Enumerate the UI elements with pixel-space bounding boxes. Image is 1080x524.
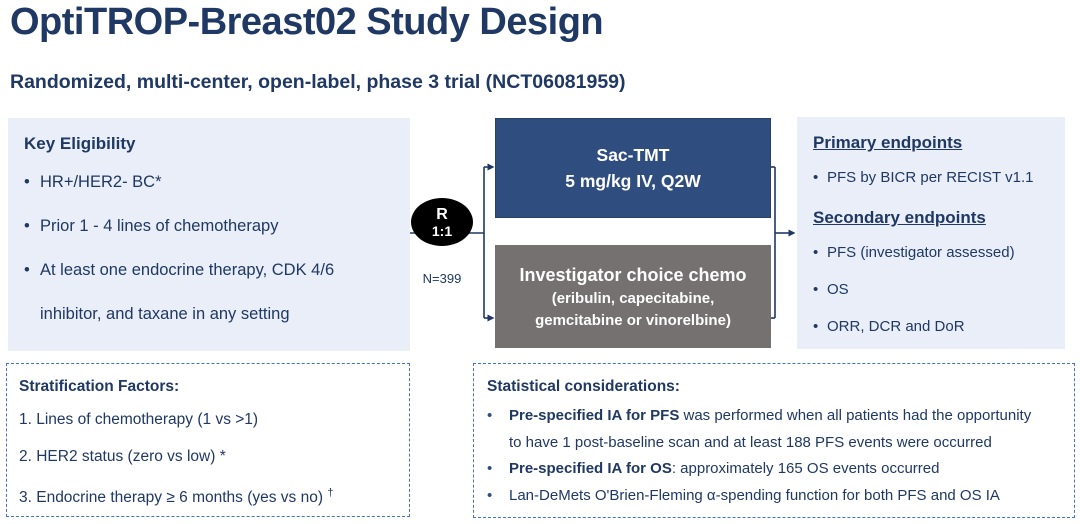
stratification-item-text: 1. Lines of chemotherapy (1 vs >1) — [19, 411, 259, 428]
bullet-glyph: • — [813, 169, 819, 186]
statistics-item-bold: Pre-specified IA for PFS — [509, 407, 680, 424]
eligibility-item-text: HR+/HER2- BC* — [40, 173, 162, 191]
arm-investigator-chemo: Investigator choice chemo (eribulin, cap… — [495, 245, 771, 348]
secondary-endpoints-list: • PFS (investigator assessed) • OS • ORR… — [813, 234, 1049, 345]
stratification-item-text: 2. HER2 status (zero vs low) * — [19, 448, 226, 465]
sac-tmt-name: Sac-TMT — [596, 145, 670, 165]
randomization-ratio: 1:1 — [431, 222, 453, 239]
endpoints-panel: Primary endpoints • PFS by BICR per RECI… — [797, 117, 1065, 349]
chemo-options-line2: gemcitabine or vinorelbine) — [535, 311, 731, 329]
randomization-r: R — [436, 205, 448, 223]
bullet-glyph: • — [813, 281, 819, 298]
stratification-item: 3. Endocrine therapy ≥ 6 months (yes vs … — [19, 475, 397, 516]
endpoint-item: • ORR, DCR and DoR — [813, 308, 1049, 345]
bullet-glyph: • — [24, 217, 30, 235]
page-subtitle: Randomized, multi-center, open-label, ph… — [10, 71, 626, 93]
statistics-item: • Lan-DeMets O'Brien-Fleming α-spending … — [487, 483, 1061, 510]
stratification-item-text: 3. Endocrine therapy ≥ 6 months (yes vs … — [19, 489, 324, 507]
statistics-item-text: Pre-specified IA for PFS was performed w… — [509, 403, 1031, 456]
stratification-heading: Stratification Factors: — [19, 378, 180, 395]
stratification-list: 1. Lines of chemotherapy (1 vs >1) 2. HE… — [19, 401, 397, 516]
bullet-glyph: • — [24, 261, 30, 279]
sac-tmt-dose: 5 mg/kg IV, Q2W — [565, 171, 701, 191]
arm-sac-tmt: Sac-TMT 5 mg/kg IV, Q2W — [495, 118, 771, 218]
secondary-endpoints-heading: Secondary endpoints — [813, 208, 986, 227]
bullet-glyph: • — [24, 173, 30, 191]
key-eligibility-panel: Key Eligibility • HR+/HER2- BC* • Prior … — [8, 118, 410, 351]
randomization-circle: R 1:1 — [411, 198, 473, 246]
eligibility-item-text: Prior 1 - 4 lines of chemotherapy — [40, 217, 279, 235]
bullet-glyph: • — [813, 318, 819, 335]
endpoint-item-text: ORR, DCR and DoR — [827, 318, 965, 335]
stratification-factors-box: Stratification Factors: 1. Lines of chem… — [6, 363, 410, 517]
endpoint-item: • PFS by BICR per RECIST v1.1 — [813, 159, 1049, 196]
eligibility-item: • HR+/HER2- BC* — [24, 160, 394, 204]
statistics-item: • Pre-specified IA for OS: approximately… — [487, 456, 1061, 483]
page-title: OptiTROP-Breast02 Study Design — [10, 1, 604, 43]
sample-size-label: N=399 — [422, 271, 462, 286]
endpoint-item: • PFS (investigator assessed) — [813, 234, 1049, 271]
statistics-item-wrap-line: to have 1 post-baseline scan and at leas… — [509, 433, 992, 451]
eligibility-list: • HR+/HER2- BC* • Prior 1 - 4 lines of c… — [24, 160, 394, 336]
dagger-footnote-mark: † — [327, 487, 334, 499]
statistics-item-text: Lan-DeMets O'Brien-Fleming α-spending fu… — [509, 486, 1000, 504]
bullet-glyph: • — [487, 407, 493, 424]
eligibility-item: • Prior 1 - 4 lines of chemotherapy — [24, 204, 394, 248]
primary-endpoints-list: • PFS by BICR per RECIST v1.1 — [813, 159, 1049, 196]
eligibility-heading: Key Eligibility — [24, 134, 136, 153]
bullet-glyph: • — [487, 486, 493, 504]
statistics-heading: Statistical considerations: — [487, 378, 680, 395]
stratification-item: 2. HER2 status (zero vs low) * — [19, 438, 397, 475]
statistics-item: • Pre-specified IA for PFS was performed… — [487, 403, 1061, 456]
chemo-name: Investigator choice chemo — [519, 264, 747, 285]
statistics-item-text: Pre-specified IA for OS: approximately 1… — [509, 460, 940, 477]
statistics-item-bold: Pre-specified IA for OS — [509, 460, 672, 477]
endpoint-item-text: PFS by BICR per RECIST v1.1 — [827, 169, 1034, 186]
endpoint-item-text: PFS (investigator assessed) — [827, 244, 1015, 261]
bullet-glyph: • — [487, 460, 493, 477]
stratification-item: 1. Lines of chemotherapy (1 vs >1) — [19, 401, 397, 438]
statistical-considerations-box: Statistical considerations: • Pre-specif… — [473, 363, 1075, 518]
statistics-list: • Pre-specified IA for PFS was performed… — [487, 403, 1061, 509]
eligibility-item: • At least one endocrine therapy, CDK 4/… — [24, 248, 394, 336]
chemo-options-line1: (eribulin, capecitabine, — [551, 289, 715, 307]
endpoint-item-text: OS — [827, 281, 849, 298]
bullet-glyph: • — [813, 244, 819, 261]
endpoint-item: • OS — [813, 271, 1049, 308]
eligibility-item-text: At least one endocrine therapy, CDK 4/6 … — [40, 261, 335, 323]
primary-endpoints-heading: Primary endpoints — [813, 133, 963, 152]
